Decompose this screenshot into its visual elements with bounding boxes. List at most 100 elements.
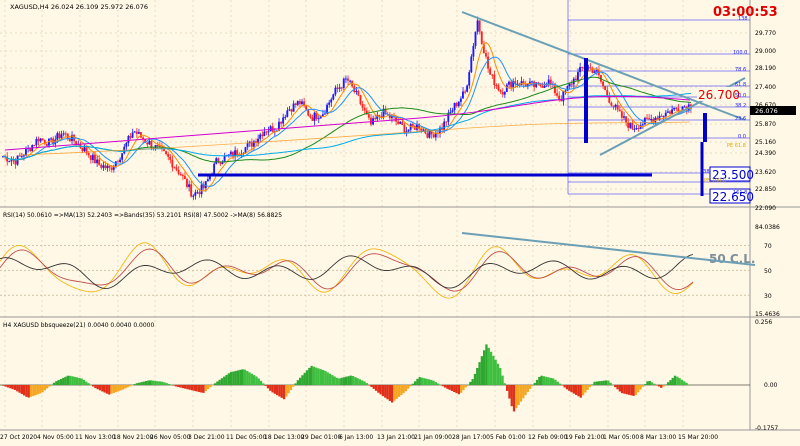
histogram-bar <box>156 381 159 386</box>
candle-body <box>98 159 101 165</box>
histogram-bar <box>420 377 424 386</box>
candle-body <box>612 105 615 107</box>
candle-body <box>169 156 172 160</box>
histogram-bar <box>73 376 76 386</box>
histogram-bar <box>167 384 171 386</box>
histogram-bar <box>381 385 385 397</box>
candle-body <box>267 131 270 133</box>
candle-body <box>633 128 636 130</box>
candle-body <box>319 116 322 119</box>
candle-body <box>298 100 301 105</box>
candle-body <box>29 148 32 152</box>
candle-body <box>376 115 379 120</box>
histogram-bar <box>9 385 12 389</box>
candle-body <box>85 147 88 154</box>
candle-body <box>422 129 425 131</box>
candle-body <box>409 124 412 130</box>
candle-body <box>340 87 343 89</box>
histogram-bar <box>158 381 161 385</box>
histogram-bar <box>434 382 437 386</box>
candle-body <box>541 85 544 88</box>
histogram-bar <box>664 384 667 385</box>
fib-label: 50.0 <box>735 93 746 99</box>
histogram-bar <box>140 382 143 385</box>
histogram-bar <box>492 355 495 386</box>
histogram-bar <box>549 377 552 386</box>
histogram-bar <box>361 380 364 386</box>
time-tick: 19 Feb 21:00 <box>565 434 605 441</box>
candle-body <box>131 132 134 138</box>
histogram-bar <box>276 385 279 396</box>
candle-body <box>20 156 23 158</box>
histogram-bar <box>441 385 444 387</box>
candle-body <box>50 138 52 140</box>
fib-label: 161.8 <box>733 190 747 196</box>
histogram-bar <box>522 385 525 399</box>
candle-body <box>269 126 272 132</box>
histogram-bar <box>529 385 532 389</box>
histogram-bar <box>319 369 322 385</box>
histogram-bar <box>82 379 86 385</box>
fib-label: 100.0 <box>733 50 747 56</box>
candle-body <box>188 184 190 187</box>
candle-body <box>173 167 176 169</box>
histogram-bar <box>501 375 504 385</box>
histogram-bar <box>588 385 592 388</box>
histogram-bar <box>289 385 293 390</box>
histogram-bar <box>634 385 638 395</box>
bbsqueeze-panel[interactable] <box>0 318 750 430</box>
histogram-bar <box>59 379 63 385</box>
candle-body <box>355 90 358 92</box>
candle-body <box>117 161 119 163</box>
candle-body <box>397 121 400 124</box>
candle-body <box>87 153 90 156</box>
candle-body <box>296 100 299 105</box>
histogram-bar <box>39 385 42 394</box>
target-label-23500: 23.500 <box>712 168 754 182</box>
candle-body <box>652 118 655 123</box>
histogram-bar <box>138 382 141 386</box>
target-box <box>697 87 739 101</box>
histogram-bar <box>257 378 260 386</box>
candle-body <box>18 155 21 157</box>
histogram-bar <box>135 383 138 386</box>
histogram-bar <box>211 385 214 386</box>
histogram-bar <box>253 375 256 385</box>
time-tick: 3 Dec 21:00 <box>188 434 225 441</box>
histogram-bar <box>641 385 644 387</box>
candle-body <box>37 138 40 142</box>
candle-body <box>683 106 686 108</box>
candle-body <box>629 122 632 128</box>
rsi-panel[interactable] <box>0 208 750 316</box>
candle-body <box>33 145 36 147</box>
histogram-bar <box>154 380 157 386</box>
histogram-bar <box>639 385 642 390</box>
fib-label: 38.2 <box>735 103 746 109</box>
histogram-bar <box>496 363 500 385</box>
histogram-bar <box>586 385 589 390</box>
candle-body <box>593 71 596 74</box>
histogram-bar <box>115 385 118 393</box>
candle-body <box>6 156 9 162</box>
histogram-bar <box>234 370 237 385</box>
histogram-bar <box>46 385 49 389</box>
histogram-bar <box>349 375 352 385</box>
histogram-bar <box>648 381 651 385</box>
candle-body <box>631 122 634 129</box>
histogram-bar <box>280 385 283 398</box>
histogram-bar <box>312 366 316 385</box>
histogram-bar <box>296 380 299 386</box>
histogram-bar <box>687 384 690 386</box>
price-tick: 23.620 <box>755 169 776 176</box>
rsi-trendline <box>461 232 756 266</box>
histogram-bar <box>377 385 380 393</box>
fib-label: 61.8 <box>735 82 746 88</box>
histogram-bar <box>131 385 134 386</box>
candle-body <box>472 45 475 57</box>
histogram-bar <box>165 383 168 385</box>
histogram-bar <box>262 383 265 385</box>
histogram-bar <box>563 385 566 388</box>
candle-body <box>183 175 186 180</box>
candle-body <box>244 147 247 154</box>
